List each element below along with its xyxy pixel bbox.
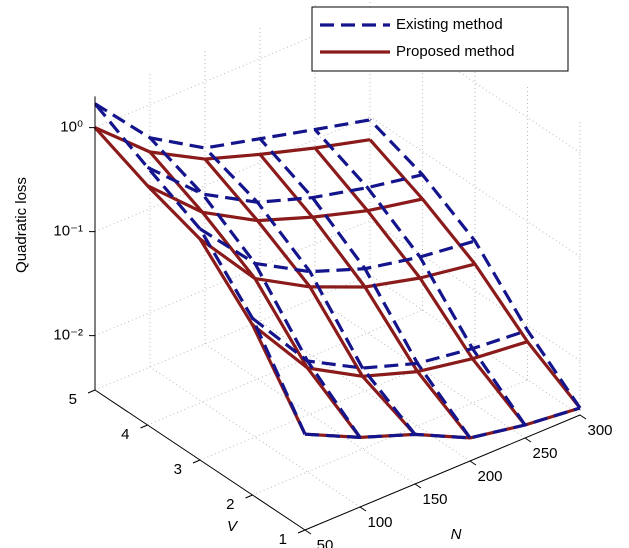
x-tick [414,483,422,489]
y-tick-label: 2 [226,496,234,513]
surface-row [304,406,581,440]
surface-row [94,126,371,161]
grid-line [94,116,371,233]
z-tick-label: 10⁰ [60,119,83,136]
surface-column [313,128,527,426]
grid-line [147,309,423,426]
y-tick [87,389,96,394]
grid-line [252,379,528,496]
z-axis-label: Quadratic loss [13,177,30,273]
surface-column [203,158,417,436]
y-tick-label: 4 [121,426,129,443]
legend-label: Proposed method [396,43,514,60]
x-tick-label: 200 [477,468,502,485]
surface-row [146,184,423,223]
x-tick [469,460,477,466]
x-tick-label: 300 [587,422,612,439]
x-tick-label: 150 [422,491,447,508]
surface-row [146,165,423,204]
x-tick-label: 100 [367,514,392,531]
legend: Existing method Proposed method [311,6,569,72]
x-tick-label: 250 [532,445,557,462]
legend-label: Existing method [396,16,503,33]
y-tick-label: 1 [279,531,287,548]
grid [94,0,581,531]
x-tick-label: 50 [317,537,334,548]
surface-row [304,406,581,440]
x-tick [524,437,532,443]
surface-column [93,102,307,435]
y-tick-label: 5 [69,391,77,408]
x-tick [359,506,367,512]
surface-row [199,227,476,274]
surface-row [251,317,529,370]
surface-column [258,137,472,439]
x-tick [579,414,587,420]
surface-column [148,150,362,439]
surfaces [93,102,582,440]
x-tick [304,529,312,535]
legend-box [311,6,569,72]
surface-row [94,102,371,150]
y-tick-label: 3 [174,461,182,478]
x-axis-label: N [451,526,462,543]
axes: 50 100 150 200 250 300 1 2 3 4 5 10⁻² 10⁻¹ 10⁰ [53,96,613,548]
x-axis-line [304,414,581,531]
y-tick [192,459,201,464]
grid-line [199,344,476,461]
surface-column [368,118,582,409]
y-tick [245,494,253,499]
grid-line [94,220,371,337]
z-tick-label: 10⁻¹ [53,223,83,240]
surface-row [251,323,528,378]
z-tick-label: 10⁻² [53,327,83,344]
surface-column [203,146,417,436]
surface-column [368,138,582,409]
surface-column [93,126,307,435]
y-tick [297,529,306,534]
grid-line [94,274,371,391]
surface-column [148,136,362,439]
y-tick [140,424,148,429]
surface-column [258,153,472,439]
grid-line [369,116,581,258]
y-axis-label: V [227,518,239,535]
